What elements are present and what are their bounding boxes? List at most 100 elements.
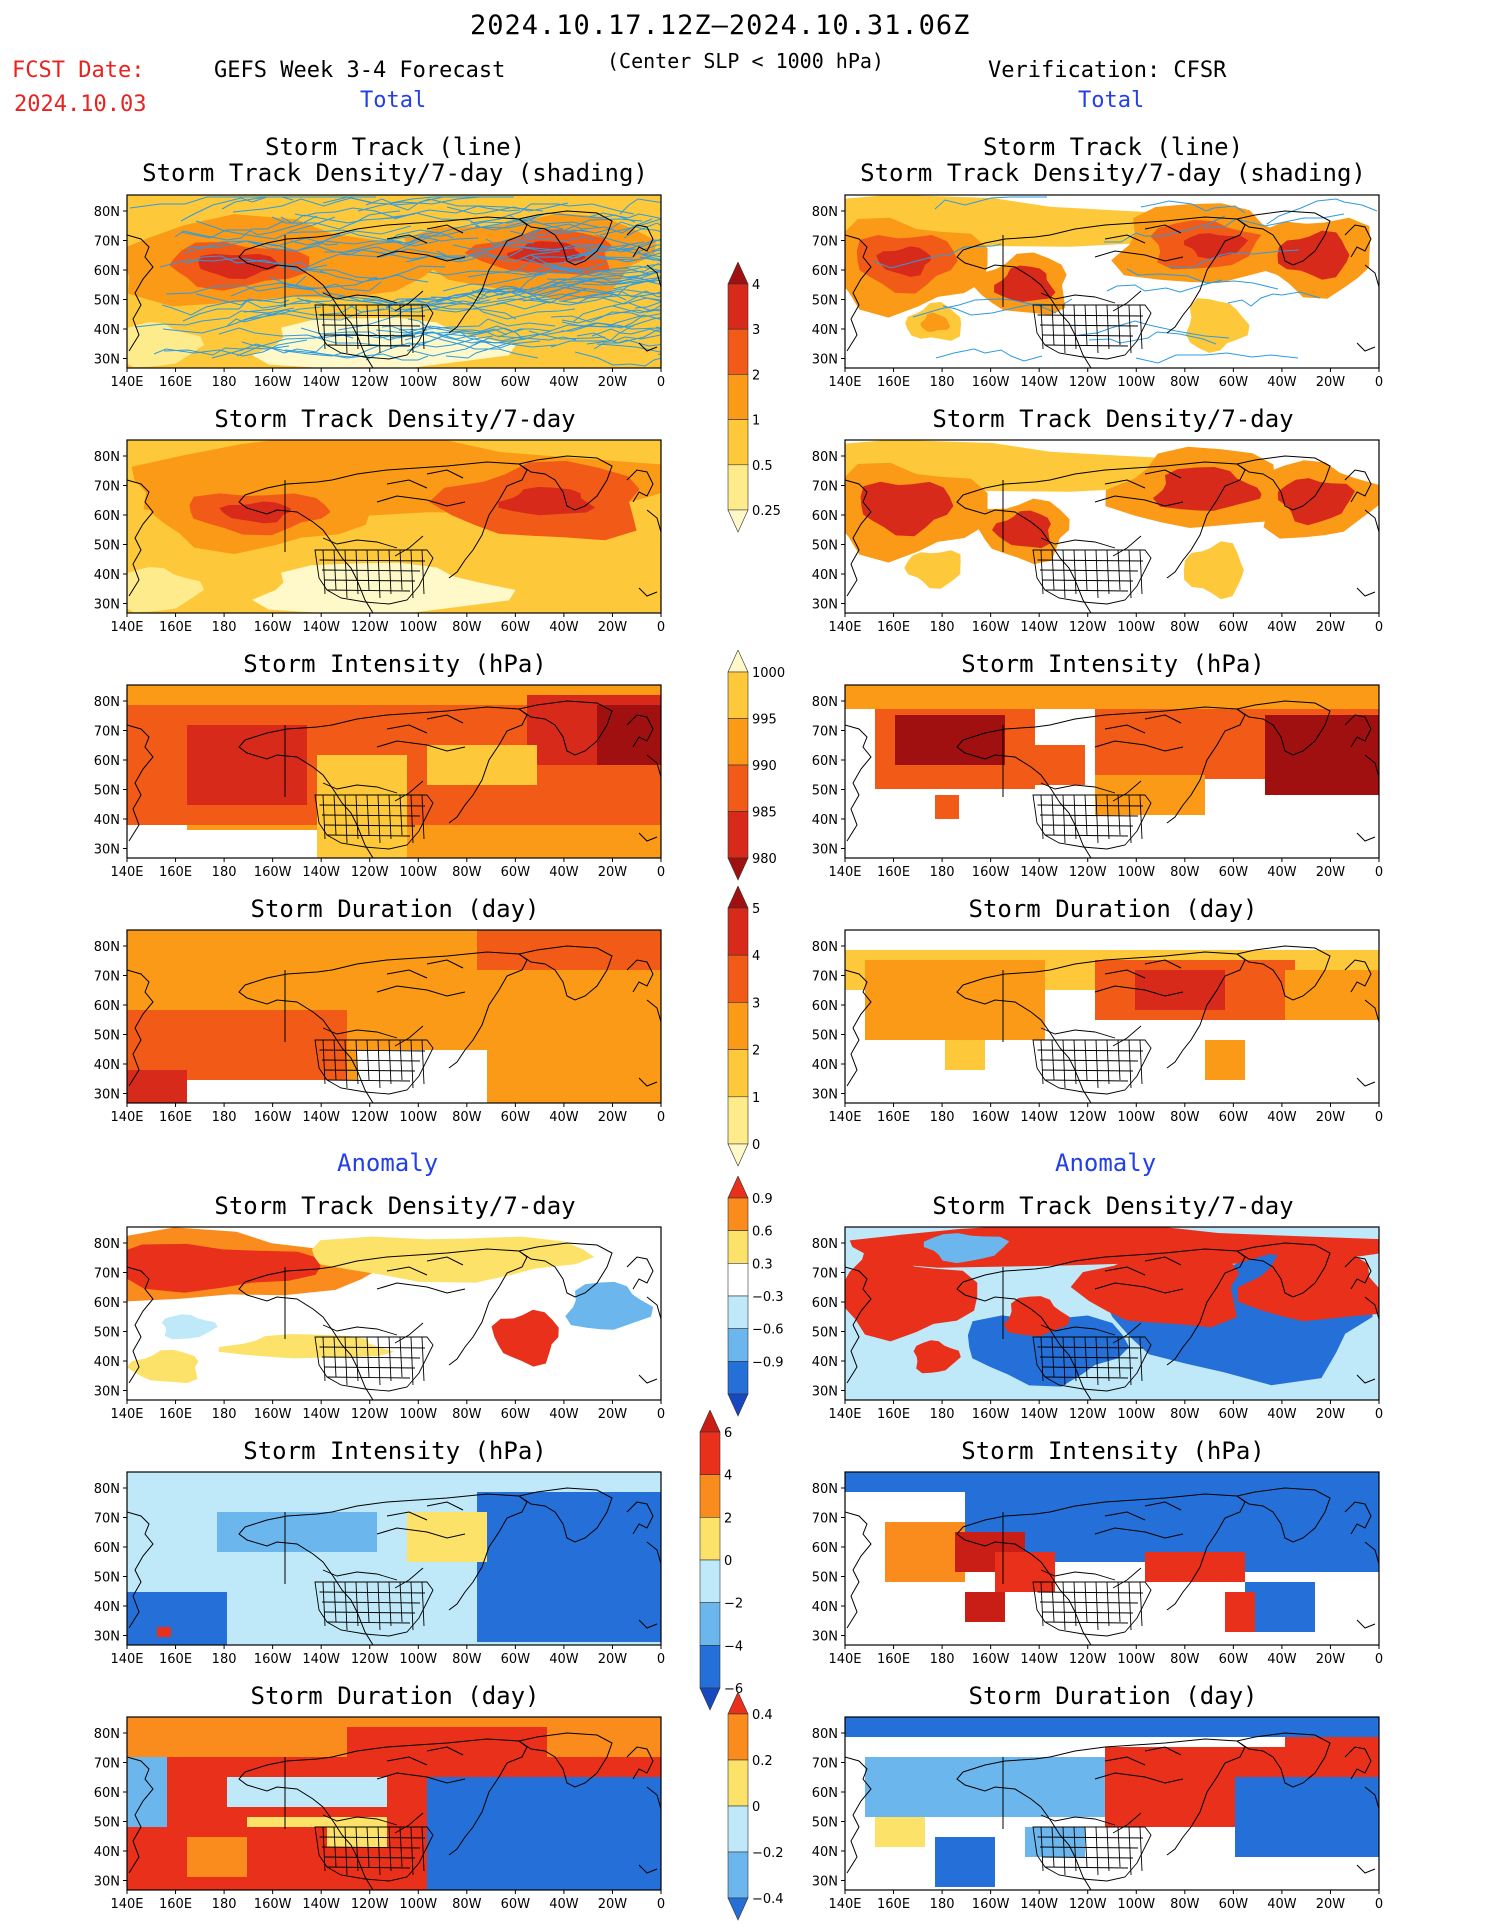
lon-label: 60W: [501, 1897, 531, 1912]
lat-label: 60N: [94, 1786, 120, 1801]
lon-label: 160E: [159, 375, 192, 390]
lat-label: 50N: [812, 1571, 838, 1586]
lon-label: 140W: [302, 375, 340, 390]
colorbar-label: 3: [752, 996, 760, 1011]
lon-label: 140E: [828, 1110, 861, 1125]
lon-label: 140W: [302, 1407, 340, 1422]
center-note: (Center SLP < 1000 hPa): [607, 49, 884, 73]
title-track-shading-right: Storm Track Density/7-day (shading): [860, 159, 1366, 187]
lon-label: 180: [930, 1407, 955, 1422]
colorbar-duration-total: 5 4 3 2 1 0: [727, 886, 760, 1167]
colorbar-label: 0.5: [752, 459, 773, 474]
colorbar-label: 990: [752, 759, 777, 774]
lon-label: 140E: [110, 865, 143, 880]
lon-label: 80W: [1170, 1110, 1200, 1125]
lon-label: 160W: [254, 1110, 292, 1125]
lon-label: 160E: [877, 1897, 910, 1912]
lon-label: 160W: [972, 1407, 1010, 1422]
lat-label: 30N: [812, 843, 838, 858]
lon-label: 20W: [1316, 1407, 1346, 1422]
title-density-right: Storm Track Density/7-day: [932, 405, 1294, 433]
lon-label: 40W: [1267, 865, 1297, 880]
lon-label: 0: [657, 620, 665, 635]
lon-label: 160W: [972, 375, 1010, 390]
colorbar-label: −0.3: [752, 1290, 784, 1305]
lon-label: 0: [1375, 1652, 1383, 1667]
lon-label: 100W: [1117, 1407, 1155, 1422]
lon-label: 160E: [159, 620, 192, 635]
lon-label: 120W: [351, 1652, 389, 1667]
lat-label: 40N: [812, 1845, 838, 1860]
lon-label: 100W: [1117, 865, 1155, 880]
map-track-right: 80N 70N 60N 50N 40N 30N 140E 160E 180 160W 140W 120…: [812, 194, 1383, 390]
lat-label: 40N: [812, 813, 838, 828]
lat-label: 30N: [812, 1088, 838, 1103]
lon-label: 120W: [351, 620, 389, 635]
title-anom-duration-right: Storm Duration (day): [968, 1682, 1258, 1710]
lon-label: 140W: [1020, 1897, 1058, 1912]
map-intensity-left: 80N 70N 60N 50N 40N 30N 140E 160E 180 160W 140W 120…: [94, 684, 665, 880]
lon-label: 160E: [877, 1652, 910, 1667]
lat-label: 70N: [94, 970, 120, 985]
lon-label: 180: [930, 1110, 955, 1125]
lon-label: 180: [930, 1897, 955, 1912]
colorbar-label: 1000: [752, 666, 785, 681]
lat-label: 40N: [94, 1058, 120, 1073]
colorbar-label: 2: [752, 1044, 760, 1059]
title-anom-intensity-right: Storm Intensity (hPa): [961, 1437, 1265, 1465]
map-track-left: 80N 70N 60N 50N 40N 30N 140E 160E 180 160W 140W 120…: [94, 194, 665, 390]
title-anom-density-left: Storm Track Density/7-day: [214, 1192, 576, 1220]
lon-label: 40W: [549, 1652, 579, 1667]
lat-label: 40N: [94, 323, 120, 338]
colorbar-label: 4: [752, 278, 760, 293]
lat-label: 50N: [94, 1326, 120, 1341]
lon-label: 60W: [501, 865, 531, 880]
colorbar-label: −2: [724, 1597, 743, 1612]
lat-label: 80N: [812, 940, 838, 955]
lat-label: 30N: [812, 1385, 838, 1400]
lon-label: 140E: [828, 865, 861, 880]
lon-label: 160E: [159, 865, 192, 880]
lon-label: 40W: [1267, 375, 1297, 390]
lat-label: 70N: [94, 1267, 120, 1282]
fcst-label: FCST Date:: [12, 58, 145, 83]
lon-label: 120W: [351, 1110, 389, 1125]
colorbar-label: 6: [724, 1426, 732, 1441]
lat-label: 50N: [94, 1029, 120, 1044]
colorbar-label: −0.9: [752, 1355, 784, 1370]
lon-label: 140W: [1020, 1407, 1058, 1422]
lat-label: 50N: [94, 1571, 120, 1586]
title-anom-intensity-left: Storm Intensity (hPa): [243, 1437, 547, 1465]
lon-label: 160W: [972, 865, 1010, 880]
colorbar-label: −0.4: [752, 1892, 784, 1907]
lat-label: 80N: [94, 1482, 120, 1497]
lon-label: 120W: [1069, 1407, 1107, 1422]
lon-label: 140W: [302, 620, 340, 635]
lat-label: 30N: [94, 1630, 120, 1645]
map-duration-right: 80N 70N 60N 50N 40N 30N 140E 160E 180 160W 140W 120…: [812, 929, 1383, 1125]
lat-label: 60N: [812, 1296, 838, 1311]
right-title: Verification: CFSR: [988, 58, 1227, 83]
lon-label: 180: [930, 1652, 955, 1667]
lat-label: 40N: [94, 813, 120, 828]
lat-label: 60N: [94, 1541, 120, 1556]
lon-label: 140W: [302, 865, 340, 880]
lon-label: 100W: [1117, 1652, 1155, 1667]
lon-label: 140W: [302, 1652, 340, 1667]
lon-label: 60W: [1219, 1652, 1249, 1667]
map-duration-left: 80N 70N 60N 50N 40N 30N 140E 160E 180 160W 140W 120…: [94, 929, 665, 1125]
lon-label: 0: [657, 1407, 665, 1422]
lon-label: 100W: [399, 1407, 437, 1422]
lon-label: 20W: [598, 375, 628, 390]
lon-label: 80W: [1170, 865, 1200, 880]
title-anom-density-right: Storm Track Density/7-day: [932, 1192, 1294, 1220]
lon-label: 60W: [1219, 1110, 1249, 1125]
lat-label: 70N: [812, 725, 838, 740]
lon-label: 0: [657, 1652, 665, 1667]
lon-label: 120W: [1069, 375, 1107, 390]
colorbar-label: 4: [752, 949, 760, 964]
lat-label: 50N: [812, 1326, 838, 1341]
lon-label: 120W: [351, 375, 389, 390]
lon-label: 80W: [452, 865, 482, 880]
